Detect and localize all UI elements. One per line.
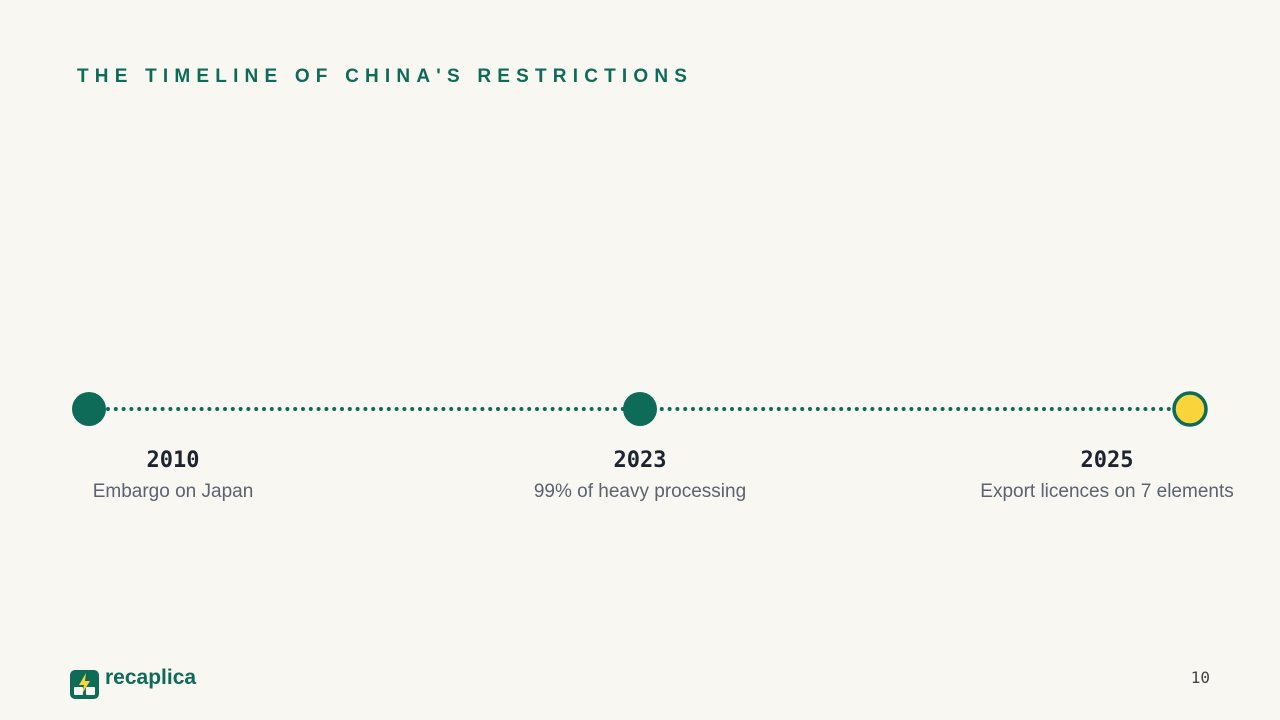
event-text: 99% of heavy processing — [533, 481, 747, 502]
event-text: Embargo on Japan — [92, 481, 254, 502]
timeline-event: 2010 Embargo on Japan — [13, 446, 333, 503]
timeline-dot-current — [1172, 391, 1208, 427]
event-year: 2010 — [146, 448, 200, 473]
brand-logo — [70, 670, 99, 699]
event-year: 2023 — [613, 448, 667, 473]
event-year: 2025 — [1080, 448, 1134, 473]
page-number: 10 — [1190, 668, 1210, 687]
timeline-dot — [72, 392, 106, 426]
timeline-event: 2023 99% of heavy processing — [480, 446, 800, 503]
brand-name: recaplica — [105, 666, 197, 689]
event-text: Export licences on 7 elements — [980, 481, 1234, 502]
timeline-dot — [623, 392, 657, 426]
slide-title: THE TIMELINE OF CHINA'S RESTRICTIONS — [77, 66, 694, 87]
timeline-event: 2025 Export licences on 7 elements — [947, 446, 1267, 503]
